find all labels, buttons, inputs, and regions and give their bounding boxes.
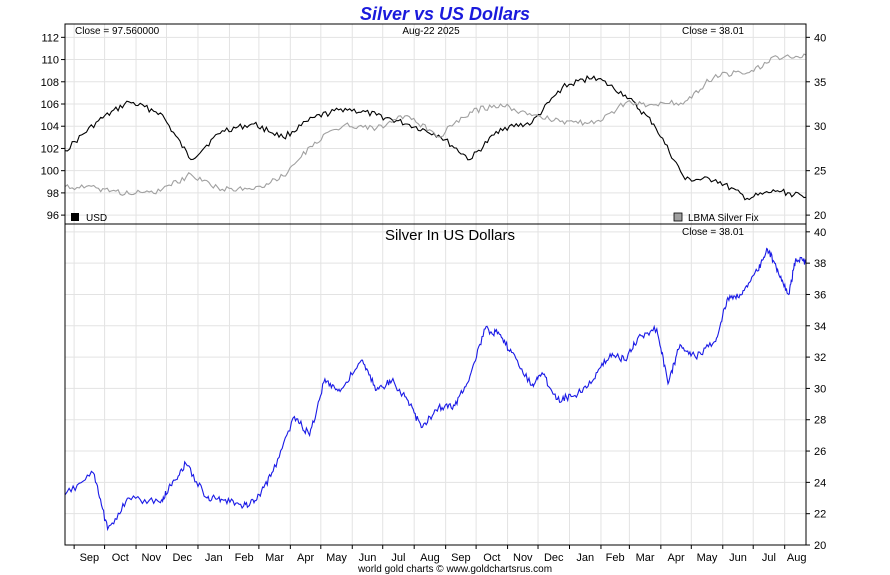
- x-tick-label: Jul: [762, 552, 776, 564]
- top-panel-frame: [64, 23, 807, 225]
- silver-close-label: Close = 38.01: [682, 26, 744, 37]
- x-tick-label: Nov: [141, 552, 161, 564]
- top-left-axis: 96 98 100 102 104 106 108 110 112: [41, 32, 65, 222]
- y-right-tick-label: 35: [814, 77, 826, 89]
- bottom-panel-title: Silver In US Dollars: [385, 227, 515, 244]
- y-tick-label: 32: [814, 352, 826, 364]
- y-left-tick-label: 108: [41, 77, 59, 89]
- usd-close-label: Close = 97.560000: [75, 26, 160, 37]
- usd-legend-swatch: [71, 213, 79, 221]
- x-tick-label: Sep: [80, 552, 100, 564]
- y-left-tick-label: 98: [47, 188, 59, 200]
- x-tick-label: Nov: [513, 552, 533, 564]
- x-tick-label: May: [326, 552, 347, 564]
- x-tick-label: Apr: [297, 552, 314, 564]
- y-tick-label: 20: [814, 540, 826, 552]
- x-tick-label: Dec: [172, 552, 192, 564]
- top-panel-grid: [65, 24, 806, 224]
- x-tick-label: Jul: [391, 552, 405, 564]
- bottom-panel-series: [64, 247, 807, 532]
- x-tick-label: Sep: [451, 552, 471, 564]
- x-tick-label: Dec: [544, 552, 564, 564]
- y-tick-label: 28: [814, 415, 826, 427]
- silver-fix-legend-swatch: [673, 212, 683, 222]
- footer-credit: world gold charts © www.goldchartsrus.co…: [357, 564, 552, 575]
- silver-fix-line: [64, 53, 807, 196]
- y-tick-label: 34: [814, 321, 826, 333]
- bottom-panel-frame: [64, 223, 807, 546]
- y-left-tick-label: 96: [47, 210, 59, 222]
- usd-line: [64, 74, 807, 201]
- bottom-panel-grid: [65, 224, 806, 546]
- y-tick-label: 38: [814, 258, 826, 270]
- x-tick-label: Mar: [265, 552, 284, 564]
- y-tick-label: 30: [814, 383, 826, 395]
- y-tick-label: 36: [814, 289, 826, 301]
- x-tick-label: Mar: [636, 552, 655, 564]
- y-left-tick-label: 104: [41, 121, 59, 133]
- bottom-close-label: Close = 38.01: [682, 227, 744, 238]
- x-axis: Sep Oct Nov Dec Jan Feb Mar Apr May Jun Jul Aug Sep O…: [73, 545, 807, 564]
- x-tick-label: Feb: [606, 552, 625, 564]
- x-tick-label: Jun: [729, 552, 747, 564]
- y-left-tick-label: 106: [41, 99, 59, 111]
- x-tick-label: Oct: [112, 552, 129, 564]
- x-tick-label: Jun: [359, 552, 377, 564]
- top-panel-series: [64, 53, 807, 201]
- chart-title: Silver vs US Dollars: [360, 4, 530, 24]
- x-tick-label: May: [697, 552, 718, 564]
- y-tick-label: 24: [814, 477, 826, 489]
- y-right-tick-label: 40: [814, 32, 826, 44]
- y-right-tick-label: 30: [814, 121, 826, 133]
- x-tick-label: Oct: [483, 552, 500, 564]
- y-tick-label: 40: [814, 227, 826, 239]
- usd-legend-label: USD: [86, 213, 107, 224]
- y-right-tick-label: 20: [814, 210, 826, 222]
- x-tick-label: Jan: [576, 552, 594, 564]
- y-left-tick-label: 100: [41, 166, 59, 178]
- y-tick-label: 26: [814, 446, 826, 458]
- bottom-right-axis: 20 22 24 26 28 30 32 34 36 38 40: [806, 227, 826, 552]
- y-left-tick-label: 112: [41, 32, 59, 44]
- x-tick-label: Feb: [235, 552, 254, 564]
- x-tick-label: Apr: [668, 552, 685, 564]
- y-right-tick-label: 25: [814, 166, 826, 178]
- y-tick-label: 22: [814, 509, 826, 521]
- x-tick-label: Jan: [205, 552, 223, 564]
- x-tick-label: Aug: [420, 552, 440, 564]
- x-tick-label: Aug: [787, 552, 807, 564]
- silver-usd-line: [64, 247, 807, 532]
- y-left-tick-label: 102: [41, 143, 59, 155]
- silver-fix-legend-label: LBMA Silver Fix: [688, 213, 759, 224]
- date-label: Aug-22 2025: [402, 26, 460, 37]
- y-left-tick-label: 110: [41, 55, 59, 67]
- top-right-axis: 20 25 30 35 40: [806, 32, 826, 222]
